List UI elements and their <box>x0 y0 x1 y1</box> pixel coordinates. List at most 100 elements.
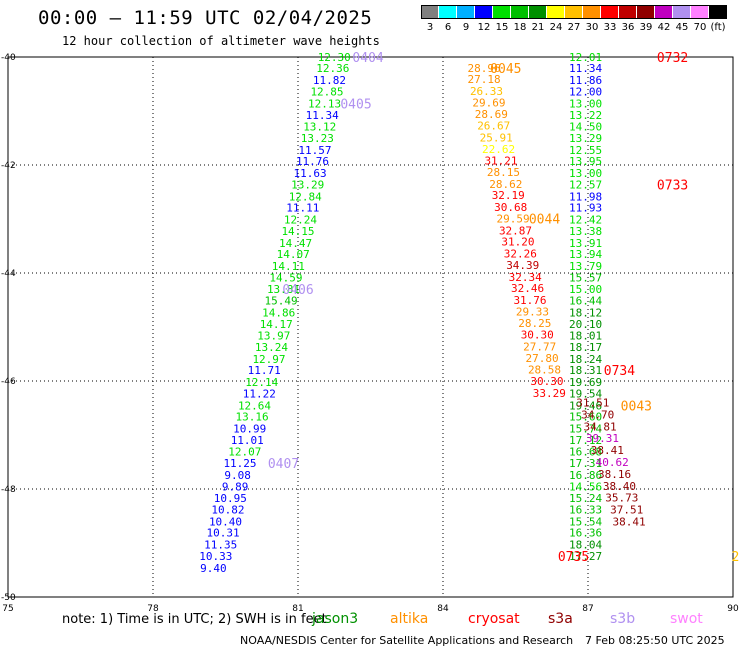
wave-height-value: 19.69 <box>569 376 602 389</box>
scale-label: 45 <box>675 22 689 33</box>
scale-label: (ft) <box>710 22 726 33</box>
wave-height-value: 32.87 <box>499 224 532 237</box>
wave-height-value: 29.59 <box>497 212 530 225</box>
scale-swatch <box>709 5 726 19</box>
scale-swatch <box>637 5 654 19</box>
wave-height-value: 28.58 <box>528 364 561 377</box>
wave-height-value: 22.62 <box>482 143 515 156</box>
wave-height-value: 40.62 <box>596 456 629 469</box>
wave-height-value: 15.49 <box>265 295 298 308</box>
wave-height-value: 12.13 <box>308 97 341 110</box>
wave-height-value: 19.54 <box>569 387 602 400</box>
wave-height-value: 12.00 <box>569 86 602 99</box>
x-tick-label: 78 <box>147 604 159 612</box>
wave-height-value: 18.12 <box>569 306 602 319</box>
wave-height-value: 39.31 <box>586 432 619 445</box>
satellite-jason3: jason3 <box>312 611 359 627</box>
scale-label: 30 <box>585 22 599 33</box>
scale-label: 42 <box>657 22 671 33</box>
wave-height-value: 31.21 <box>484 155 517 168</box>
wave-height-value: 13.29 <box>569 132 602 145</box>
wave-height-value: 12.01 <box>569 51 602 64</box>
wave-height-value: 13.16 <box>236 411 269 424</box>
wave-height-value: 12.84 <box>289 190 322 203</box>
wave-height-value: 13.94 <box>569 248 602 261</box>
pass-time-label: 0045 <box>490 62 521 77</box>
wave-height-value: 9.08 <box>224 469 251 482</box>
wave-height-value: 28.69 <box>475 108 508 121</box>
wave-height-value: 38.41 <box>591 444 624 457</box>
pass-time-label: 0406 <box>282 283 313 298</box>
wave-height-value: 11.57 <box>298 144 331 157</box>
plot-frame <box>7 56 734 598</box>
wave-height-value: 10.40 <box>209 515 242 528</box>
wave-height-value: 27.18 <box>468 73 501 86</box>
wave-height-value: 15.00 <box>569 283 602 296</box>
wave-height-value: 14.50 <box>569 121 602 134</box>
wave-height-value: 14.07 <box>277 248 310 261</box>
wave-height-value: 11.35 <box>204 539 237 552</box>
wave-height-value: 28.25 <box>518 317 551 330</box>
pass-time-label: 0407 <box>268 457 299 472</box>
scale-swatch <box>691 5 708 19</box>
wave-height-value: 13.79 <box>569 260 602 273</box>
wave-height-value: 38.16 <box>598 468 631 481</box>
wave-height-value: 13.24 <box>255 341 288 354</box>
scale-label: 70 <box>693 22 707 33</box>
pass-time-label: 2 <box>732 550 740 565</box>
wave-height-value: 16.68 <box>569 446 602 459</box>
wave-height-value: 32.26 <box>504 248 537 261</box>
wave-height-value: 12.30 <box>318 51 351 64</box>
pass-time-label: 0405 <box>340 97 371 112</box>
scale-swatch <box>439 5 456 19</box>
wave-height-value: 15.54 <box>569 515 602 528</box>
wave-height-value: 12.97 <box>252 353 285 366</box>
wave-height-value: 9.40 <box>200 562 227 575</box>
wave-height-value: 29.33 <box>516 305 549 318</box>
wave-height-value: 10.33 <box>199 550 232 563</box>
scale-swatch <box>457 5 474 19</box>
wave-height-value: 13.12 <box>303 121 336 134</box>
wave-height-value: 15.57 <box>569 271 602 284</box>
wave-height-value: 14.15 <box>281 225 314 238</box>
wave-height-value: 9.89 <box>222 480 249 493</box>
wave-height-value: 35.73 <box>605 492 638 505</box>
wave-height-value: 16.33 <box>569 504 602 517</box>
wave-height-value: 14.11 <box>272 260 305 273</box>
wave-height-value: 14.56 <box>569 480 602 493</box>
wave-height-value: 11.63 <box>294 167 327 180</box>
wave-height-value: 12.85 <box>310 86 343 99</box>
wave-height-value: 10.99 <box>233 423 266 436</box>
wave-height-value: 17.12 <box>569 434 602 447</box>
pass-time-label: 0734 <box>604 364 635 379</box>
wave-height-value: 18.04 <box>569 539 602 552</box>
scale-label: 36 <box>621 22 635 33</box>
wave-height-value: 25.91 <box>480 131 513 144</box>
scale-label: 39 <box>639 22 653 33</box>
wave-height-value: 30.30 <box>521 329 554 342</box>
wave-height-value: 38.40 <box>603 480 636 493</box>
pass-time-label: 0735 <box>558 550 589 565</box>
wave-height-value: 12.64 <box>238 399 271 412</box>
wave-height-value: 28.62 <box>489 178 522 191</box>
wave-height-value: 27.77 <box>523 340 556 353</box>
wave-height-value: 30.30 <box>530 375 563 388</box>
wave-height-value: 29.69 <box>472 96 505 109</box>
scale-label: 12 <box>477 22 491 33</box>
wave-height-value: 28.15 <box>487 166 520 179</box>
wave-height-value: 37.51 <box>610 504 643 517</box>
y-tick-label: -50 <box>1 593 16 603</box>
satellite-s3b: s3b <box>610 611 636 627</box>
wave-height-value: 16.86 <box>569 469 602 482</box>
wave-height-value: 32.19 <box>492 189 525 202</box>
y-tick-label: -46 <box>1 377 16 387</box>
scale-label: 3 <box>426 22 434 33</box>
wave-height-value: 13.97 <box>257 330 290 343</box>
wave-height-value: 13.00 <box>569 167 602 180</box>
satellite-altika: altika <box>390 611 429 627</box>
wave-height-value: 38.41 <box>613 515 646 528</box>
wave-height-value: 12.07 <box>228 446 261 459</box>
wave-height-value: 32.46 <box>511 282 544 295</box>
page-subtitle: 12 hour collection of altimeter wave hei… <box>62 34 380 48</box>
scale-swatch <box>601 5 618 19</box>
